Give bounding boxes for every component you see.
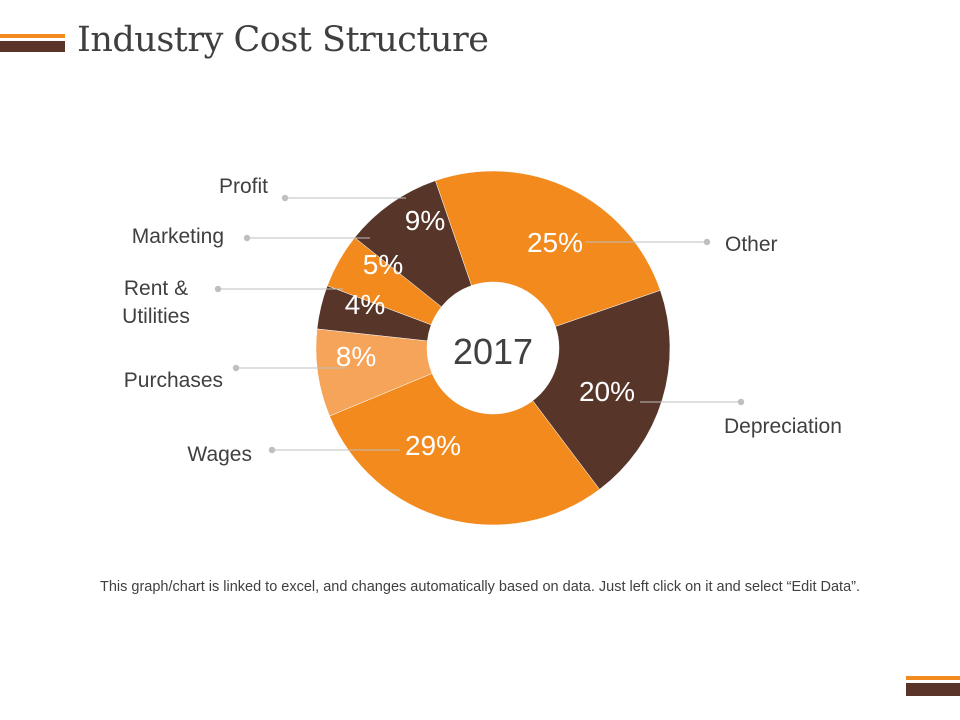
value-label-wages: 29%: [405, 430, 461, 461]
category-label-other: Other: [725, 233, 778, 256]
footnote: This graph/chart is linked to excel, and…: [99, 579, 861, 595]
slice-profit: [354, 180, 472, 308]
leader-lines-layer: [214, 194, 745, 454]
value-label-depreciation: 20%: [579, 376, 635, 407]
corner-accent-brown-line: [906, 683, 960, 696]
leader-dot-profit: [281, 194, 289, 202]
category-label-marketing: Marketing: [132, 225, 224, 248]
leader-dot-wages: [268, 446, 276, 454]
category-label-rent-utilities: Rent & Utilities: [122, 277, 190, 328]
slice-other: [435, 170, 661, 327]
corner-accent-orange-line: [906, 676, 960, 680]
title-accent-bar: [0, 34, 65, 52]
slice-wages: [329, 373, 600, 526]
leader-dot-other: [703, 238, 711, 246]
leader-dot-depreciation: [737, 398, 745, 406]
leader-dot-rent-utilities: [214, 285, 222, 293]
slice-depreciation: [532, 290, 671, 490]
leader-dot-marketing: [243, 234, 251, 242]
category-label-profit: Profit: [219, 175, 268, 198]
slices-layer: [315, 170, 671, 526]
value-label-rent-utilities: 4%: [345, 289, 385, 320]
value-label-marketing: 5%: [363, 249, 403, 280]
corner-accent-bar: [906, 676, 960, 696]
slide-title: Industry Cost Structure: [77, 20, 489, 60]
category-label-wages: Wages: [187, 443, 252, 466]
title-accent-brown-line: [0, 41, 65, 52]
labels-layer: 25% Other 20% Depreciation 29% Wages 8% Purchas…: [122, 175, 842, 466]
title-accent-orange-line: [0, 34, 65, 38]
center-year-label: 2017: [453, 331, 533, 372]
value-label-purchases: 8%: [336, 341, 376, 372]
value-label-profit: 9%: [405, 205, 445, 236]
category-label-purchases: Purchases: [124, 369, 223, 392]
leader-dot-purchases: [232, 364, 240, 372]
value-label-other: 25%: [527, 227, 583, 258]
category-label-depreciation: Depreciation: [724, 415, 842, 438]
